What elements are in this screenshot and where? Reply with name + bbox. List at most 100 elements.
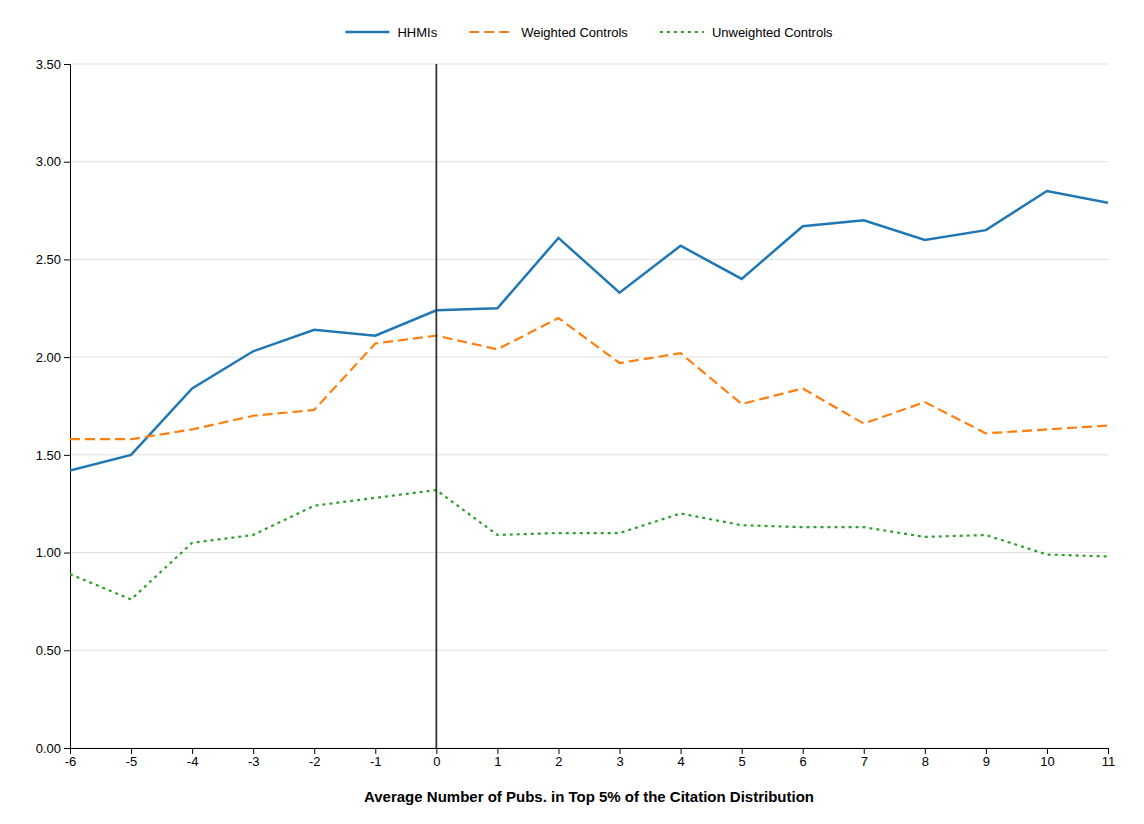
legend-item: Weighted Controls [469, 25, 628, 40]
legend-swatch [345, 31, 389, 34]
y-tick-label: 1.50 [36, 448, 61, 463]
y-tick: 3.00 [36, 154, 70, 169]
x-tick-mark [742, 748, 743, 754]
x-tick-mark [70, 748, 71, 754]
legend: HHMIs Weighted Controls Unweighted Control… [345, 25, 833, 40]
y-tick-label: 0.00 [36, 741, 61, 756]
x-tick: 7 [861, 748, 868, 769]
x-tick-mark [986, 748, 987, 754]
x-tick-label: -2 [309, 754, 321, 769]
x-tick: 2 [555, 748, 562, 769]
y-tick: 1.50 [36, 448, 70, 463]
x-tick-mark [497, 748, 498, 754]
x-tick-mark [558, 748, 559, 754]
grid-line [70, 552, 1108, 553]
y-tick-label: 1.00 [36, 545, 61, 560]
x-tick-label: 9 [983, 754, 990, 769]
y-tick-label: 0.50 [36, 643, 61, 658]
legend-item: HHMIs [345, 25, 437, 40]
grid [70, 64, 1108, 748]
y-tick: 0.50 [36, 643, 70, 658]
reference-line [435, 64, 437, 748]
x-tick-mark [436, 748, 437, 754]
y-tick-mark [64, 357, 70, 358]
x-tick-label: -5 [126, 754, 138, 769]
x-tick-label: 6 [800, 754, 807, 769]
x-tick-label: 0 [433, 754, 440, 769]
y-tick: 3.50 [36, 57, 70, 72]
legend-swatch [469, 31, 513, 33]
x-tick-label: 11 [1102, 754, 1116, 769]
x-tick-label: 3 [616, 754, 623, 769]
grid-line [70, 259, 1108, 260]
grid-line [70, 454, 1108, 455]
y-tick: 2.00 [36, 350, 70, 365]
x-axis-line [71, 749, 1109, 755]
y-tick-mark [64, 259, 70, 260]
x-tick: -2 [309, 748, 321, 769]
series-line [70, 318, 1108, 439]
chart: 0.00 0.50 1.00 1.50 2.00 2.50 3.00 3.50 -6 -5 -4 -3… [0, 0, 1144, 824]
x-tick: 8 [922, 748, 929, 769]
x-tick-label: -4 [187, 754, 199, 769]
legend-swatch [660, 31, 704, 33]
x-tick: 11 [1102, 748, 1116, 769]
y-tick: 2.50 [36, 252, 70, 267]
legend-label: Unweighted Controls [712, 25, 833, 40]
legend-label: HHMIs [397, 25, 437, 40]
y-tick-mark [64, 553, 70, 554]
x-tick: 0 [433, 748, 440, 769]
y-tick-mark [64, 455, 70, 456]
x-tick-mark [253, 748, 254, 754]
x-tick-mark [620, 748, 621, 754]
legend-label: Weighted Controls [521, 25, 628, 40]
x-tick-label: -1 [370, 754, 382, 769]
plot-area: 0.00 0.50 1.00 1.50 2.00 2.50 3.00 3.50 -6 -5 -4 -3… [36, 57, 1116, 770]
x-tick-label: 10 [1040, 754, 1054, 769]
x-tick: -5 [126, 748, 138, 769]
x-tick-label: 7 [861, 754, 868, 769]
x-tick-mark [803, 748, 804, 754]
x-tick: -6 [65, 748, 77, 769]
x-tick-mark [1108, 748, 1109, 754]
grid-line [70, 650, 1108, 651]
y-tick-label: 3.50 [36, 57, 61, 72]
x-tick-mark [681, 748, 682, 754]
x-axis-title: Average Number of Pubs. in Top 5% of the… [364, 788, 814, 805]
x-tick-mark [864, 748, 865, 754]
x-tick-mark [131, 748, 132, 754]
x-tick-label: -3 [248, 754, 260, 769]
y-axis-line [64, 65, 71, 749]
x-tick-mark [925, 748, 926, 754]
marks [70, 64, 1108, 748]
x-tick-mark [375, 748, 376, 754]
grid-line [70, 357, 1108, 358]
series-line [70, 191, 1108, 470]
y-tick-mark [64, 162, 70, 163]
x-tick-label: 8 [922, 754, 929, 769]
x-tick-label: 1 [494, 754, 501, 769]
y-tick-mark [64, 748, 70, 749]
x-tick-label: 4 [677, 754, 684, 769]
grid-line [70, 161, 1108, 162]
x-tick-label: 2 [555, 754, 562, 769]
x-tick-label: 5 [739, 754, 746, 769]
y-tick-label: 2.00 [36, 350, 61, 365]
x-tick: -1 [370, 748, 382, 769]
x-tick: -4 [187, 748, 199, 769]
y-tick-label: 3.00 [36, 154, 61, 169]
y-tick-mark [64, 650, 70, 651]
y-tick-label: 2.50 [36, 252, 61, 267]
x-tick-label: -6 [65, 754, 77, 769]
x-tick: 4 [677, 748, 684, 769]
x-tick-mark [1047, 748, 1048, 754]
x-tick: -3 [248, 748, 260, 769]
y-tick: 1.00 [36, 545, 70, 560]
x-tick: 10 [1040, 748, 1054, 769]
y-tick-mark [64, 64, 70, 65]
x-tick: 9 [983, 748, 990, 769]
x-tick-mark [192, 748, 193, 754]
y-axis: 0.00 0.50 1.00 1.50 2.00 2.50 3.00 3.50 [36, 57, 71, 756]
series-line [70, 490, 1108, 599]
grid-line [70, 64, 1108, 65]
